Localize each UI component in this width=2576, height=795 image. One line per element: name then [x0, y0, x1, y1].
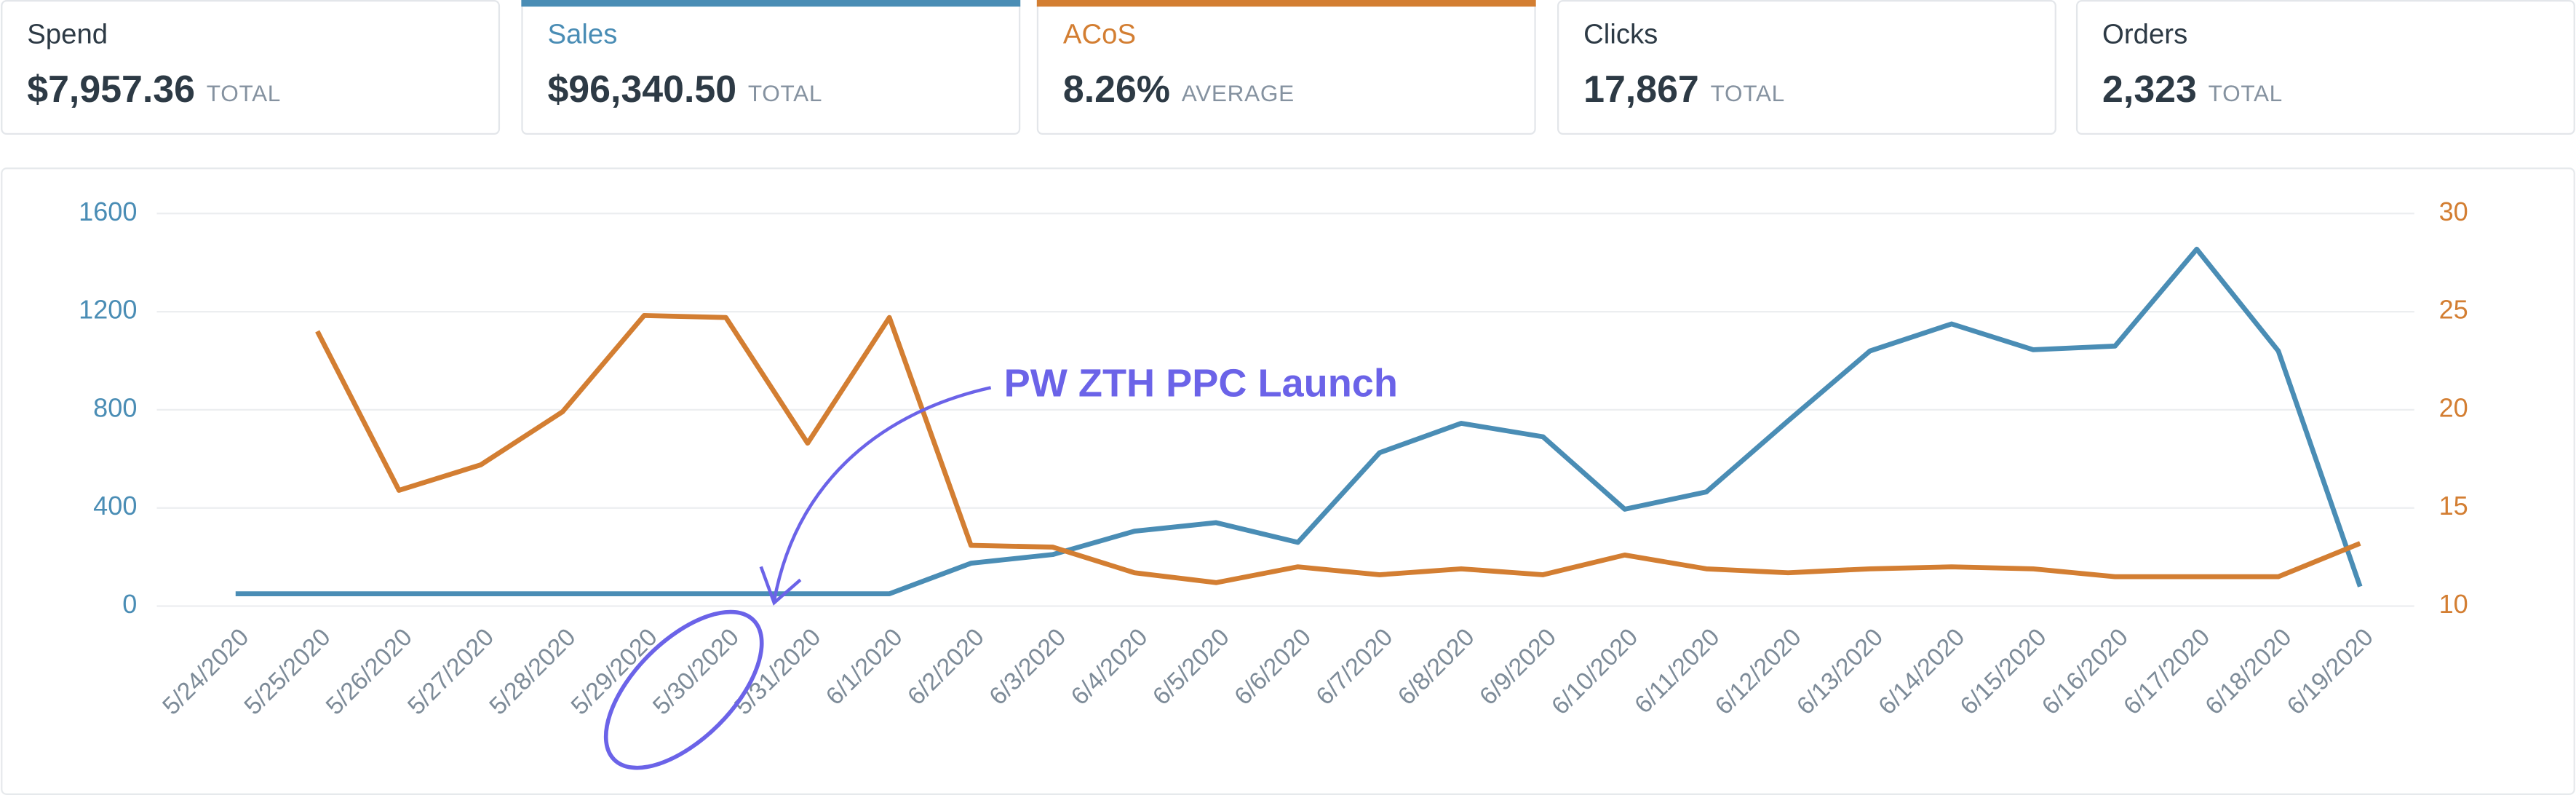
card-label: ACoS [1063, 19, 1136, 50]
card-value: 8.26% [1063, 68, 1170, 110]
card-label: Clicks [1583, 19, 1658, 50]
chart-panel [1, 167, 2575, 795]
card-box [2075, 0, 2575, 135]
card-box [1, 0, 501, 135]
card-label: Sales [547, 19, 617, 50]
annotation-text: PW ZTH PPC Launch [1004, 362, 1398, 406]
y2-tick-label: 10 [2439, 589, 2468, 619]
annotation-circle [603, 609, 764, 770]
card-value: 17,867 [1583, 68, 1699, 110]
card-accent [521, 0, 1021, 7]
card-value: $7,957.36 [27, 68, 195, 110]
card-unit: AVERAGE [1182, 80, 1295, 106]
kpi-card: Spend $7,957.36 TOTAL [1, 0, 501, 135]
card-unit: TOTAL [748, 80, 822, 106]
card-unit: TOTAL [207, 80, 281, 106]
y-tick-label: 400 [93, 491, 137, 521]
series-line [235, 246, 2363, 596]
kpi-card: Sales $96,340.50 TOTAL [521, 0, 1021, 135]
kpi-card: Orders 2,323 TOTAL [2075, 0, 2575, 135]
annotation-arrow [772, 386, 992, 602]
card-label: Spend [27, 19, 108, 50]
card-unit: TOTAL [2209, 80, 2283, 106]
y-tick-label: 800 [93, 392, 137, 422]
card-accent [1036, 0, 1536, 7]
card-label: Orders [2102, 19, 2187, 50]
y2-tick-label: 15 [2439, 491, 2468, 521]
y2-tick-label: 25 [2439, 295, 2468, 325]
y2-tick-label: 30 [2439, 197, 2468, 226]
annotation-arrowhead [759, 566, 802, 606]
kpi-card: Clicks 17,867 TOTAL [1557, 0, 2056, 135]
series-line [315, 313, 2361, 585]
card-box [1557, 0, 2056, 135]
y-tick-label: 1200 [79, 295, 137, 325]
y2-tick-label: 20 [2439, 392, 2468, 422]
y-tick-label: 0 [122, 589, 137, 619]
cards: Spend $7,957.36 TOTAL Sales $96,340.50 TOTAL A… [1, 0, 2575, 135]
card-value: $96,340.50 [547, 68, 736, 110]
card-value: 2,323 [2102, 68, 2197, 110]
kpi-card: ACoS 8.26% AVERAGE [1036, 0, 1536, 135]
card-unit: TOTAL [1711, 80, 1785, 106]
y-tick-label: 1600 [79, 197, 137, 226]
